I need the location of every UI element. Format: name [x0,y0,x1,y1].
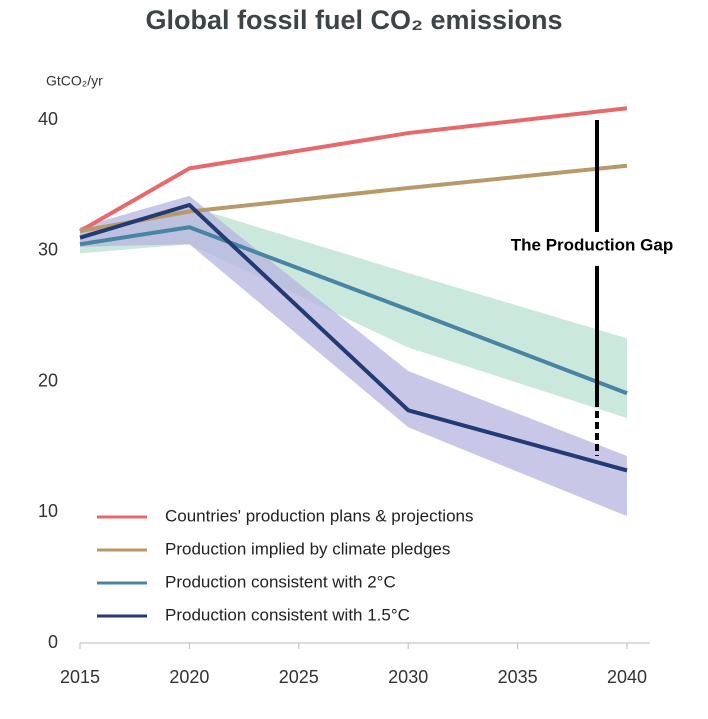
y-axis-label: GtCO₂/yr [46,73,103,89]
bands [80,195,627,517]
x-tick-label: 2035 [498,667,538,687]
series-line [79,106,628,233]
series-line [79,202,628,473]
y-tick-label: 20 [38,370,58,390]
band [80,195,627,517]
band [80,206,627,419]
x-tick-label: 2025 [279,667,319,687]
x-tick-label: 2030 [388,667,428,687]
y-tick-label: 30 [38,240,58,260]
legend-label: Countries' production plans & projection… [165,506,473,525]
lines [79,106,628,473]
y-tick-label: 40 [38,109,58,129]
annotation: The Production Gap [511,235,673,254]
x-tick-label: 2040 [607,667,647,687]
y-tick-label: 10 [38,501,58,521]
y-tick-label: 0 [48,632,58,652]
legend-label: Production implied by climate pledges [165,539,450,558]
x-tick-label: 2020 [169,667,209,687]
legend-label: Production consistent with 1.5°C [165,605,410,624]
x-tick-label: 2015 [60,667,100,687]
chart-title: Global fossil fuel CO₂ emissions [145,5,562,35]
legend-label: Production consistent with 2°C [165,572,396,591]
series-line [79,225,628,396]
production-gap: The Production Gap [511,120,673,456]
